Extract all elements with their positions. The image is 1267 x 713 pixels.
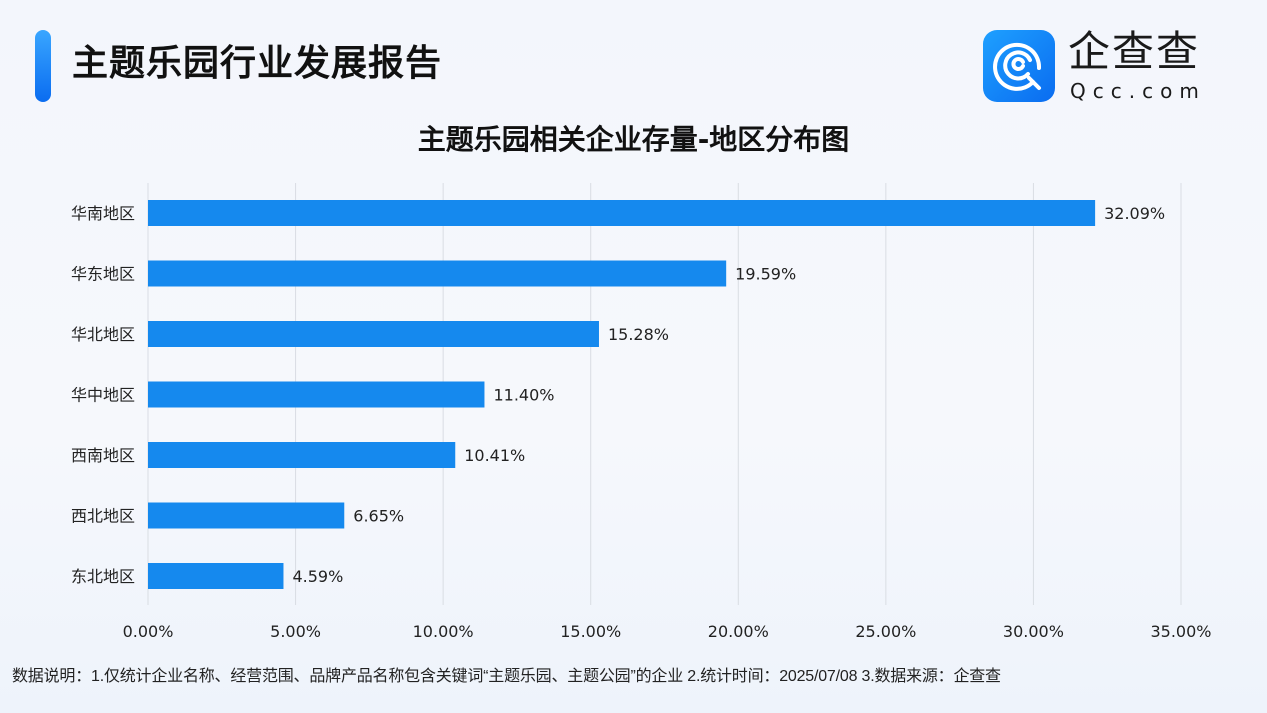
bar [148,321,599,347]
y-category-label: 西北地区 [71,507,135,526]
brand-domain: Qcc.com [1070,79,1206,103]
title-accent-bar [35,30,51,102]
y-category-label: 西南地区 [71,446,135,465]
bar-value-label: 4.59% [292,567,343,586]
bar-chart: 0.00% 5.00% 10.00% 15.00% 20.00% 25.00% 30.00%… [71,183,1212,641]
x-tick-label: 20.00% [708,622,769,641]
brand-name: 企查查 [1068,27,1201,76]
x-tick-label: 0.00% [123,622,174,641]
bar-value-label: 11.40% [493,386,554,405]
x-tick-label: 15.00% [560,622,621,641]
bar [148,502,345,529]
report-title: 主题乐园行业发展报告 [72,43,443,84]
y-category-label: 华中地区 [71,386,135,405]
y-category-label: 华南地区 [71,204,135,223]
bar [148,563,284,589]
bar [148,260,727,287]
chart-title: 主题乐园相关企业存量-地区分布图 [417,123,850,156]
x-tick-label: 25.00% [855,622,916,641]
y-category-label: 华北地区 [71,325,135,344]
y-category-label: 东北地区 [71,567,135,586]
qcc-logo-icon [983,30,1055,102]
bar [148,381,485,408]
bar [148,200,1096,226]
x-tick-label: 35.00% [1150,622,1211,641]
bar-value-label: 15.28% [608,325,669,344]
bar-value-label: 19.59% [735,265,796,284]
bar-value-label: 6.65% [353,507,404,526]
x-tick-label: 10.00% [413,622,474,641]
footer-note: 数据说明：1.仅统计企业名称、经营范围、品牌产品名称包含关键词“主题乐园、主题公… [12,668,1001,685]
y-category-label: 华东地区 [71,265,135,284]
bar-value-label: 10.41% [464,446,525,465]
bar-value-label: 32.09% [1104,204,1165,223]
x-tick-label: 5.00% [270,622,321,641]
bar [148,442,456,468]
x-tick-label: 30.00% [1003,622,1064,641]
